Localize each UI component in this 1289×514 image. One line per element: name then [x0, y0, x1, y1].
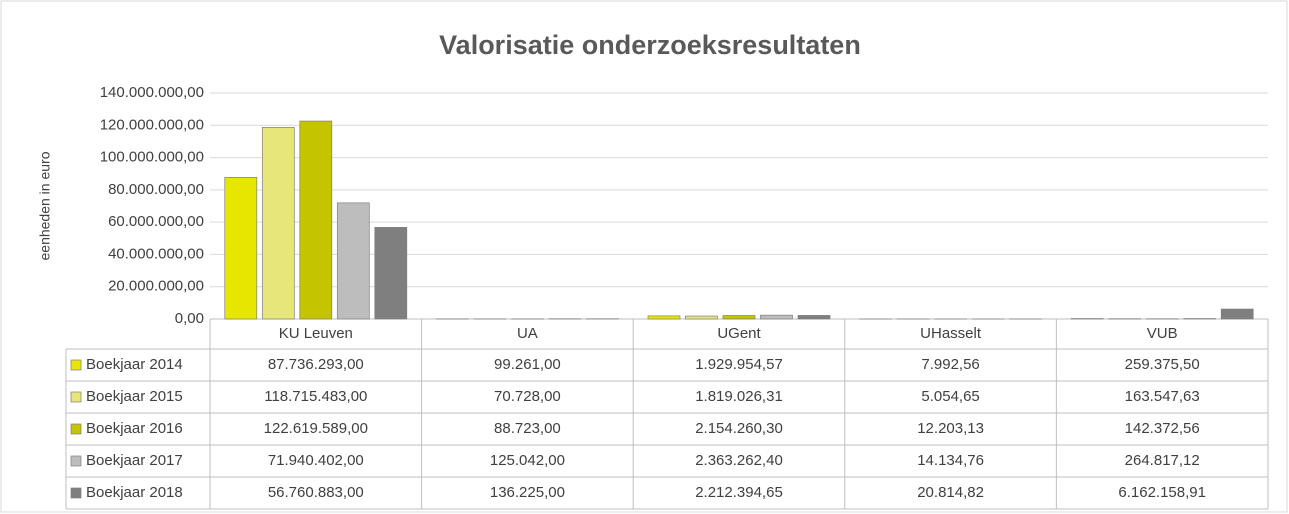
table-cell: 142.372,56 [1125, 420, 1200, 437]
table-cell: 125.042,00 [490, 452, 565, 469]
table-cell: 70.728,00 [494, 388, 561, 405]
legend-swatch [70, 487, 82, 499]
y-tick-label: 40.000.000,00 [108, 245, 204, 262]
bar [722, 315, 756, 320]
legend-label: Boekjaar 2018 [86, 484, 183, 501]
table-cell: 20.814,82 [917, 484, 984, 501]
bar [647, 315, 681, 320]
y-tick-label: 60.000.000,00 [108, 213, 204, 230]
y-tick-label: 100.000.000,00 [100, 149, 204, 166]
bar [224, 177, 258, 320]
table-cell: 88.723,00 [494, 420, 561, 437]
table-cell: 118.715.483,00 [264, 388, 367, 405]
table-cell: 264.817,12 [1125, 452, 1200, 469]
table-cell: 2.212.394,65 [695, 484, 783, 501]
legend-swatch [70, 391, 82, 403]
legend-swatch [70, 423, 82, 435]
bar [1220, 308, 1254, 320]
bar [685, 315, 718, 320]
table-cell: 136.225,00 [490, 484, 565, 501]
legend-label: Boekjaar 2015 [86, 388, 183, 405]
y-axis-title: eenheden in euro [37, 151, 53, 260]
table-cell: 1.929.954,57 [695, 356, 783, 373]
bar [336, 202, 370, 320]
table-cell: 12.203,13 [917, 420, 984, 437]
legend-label: Boekjaar 2017 [86, 452, 183, 469]
table-cell: 2.154.260,30 [695, 420, 783, 437]
bar [261, 127, 295, 320]
table-cell: 87.736.293,00 [268, 356, 364, 373]
legend-swatch [70, 359, 82, 371]
table-cell: 259.375,50 [1125, 356, 1200, 373]
y-tick-label: 120.000.000,00 [100, 116, 204, 133]
y-tick-label: 80.000.000,00 [108, 181, 204, 198]
bar [760, 314, 793, 320]
table-cell: 71.940.402,00 [268, 452, 364, 469]
table-cell: 2.363.262,40 [695, 452, 783, 469]
table-cell: 122.619.589,00 [264, 420, 368, 437]
chart-title: Valorisatie onderzoeksresultaten [439, 30, 861, 60]
x-tick-label: UGent [717, 325, 761, 342]
x-tick-label: UHasselt [920, 325, 982, 342]
table-cell: 6.162.158,91 [1118, 484, 1206, 501]
table-cell: 163.547,63 [1125, 388, 1200, 405]
x-tick-label: UA [517, 325, 538, 342]
table-cell: 1.819.026,31 [695, 388, 783, 405]
bar [797, 315, 831, 320]
y-tick-label: 140.000.000,00 [100, 84, 204, 101]
legend-swatch [70, 455, 82, 467]
y-tick-label: 20.000.000,00 [108, 278, 204, 295]
y-tick-label: 0,00 [175, 310, 204, 327]
bar [299, 120, 333, 320]
table-cell: 5.054,65 [921, 388, 979, 405]
table-cell: 56.760.883,00 [268, 484, 364, 501]
x-tick-label: VUB [1147, 325, 1178, 342]
legend-label: Boekjaar 2014 [86, 356, 183, 373]
table-cell: 99.261,00 [494, 356, 561, 373]
table-cell: 7.992,56 [921, 356, 979, 373]
legend-label: Boekjaar 2016 [86, 420, 183, 437]
x-tick-label: KU Leuven [279, 325, 353, 342]
bar [374, 227, 408, 320]
table-cell: 14.134,76 [917, 452, 984, 469]
